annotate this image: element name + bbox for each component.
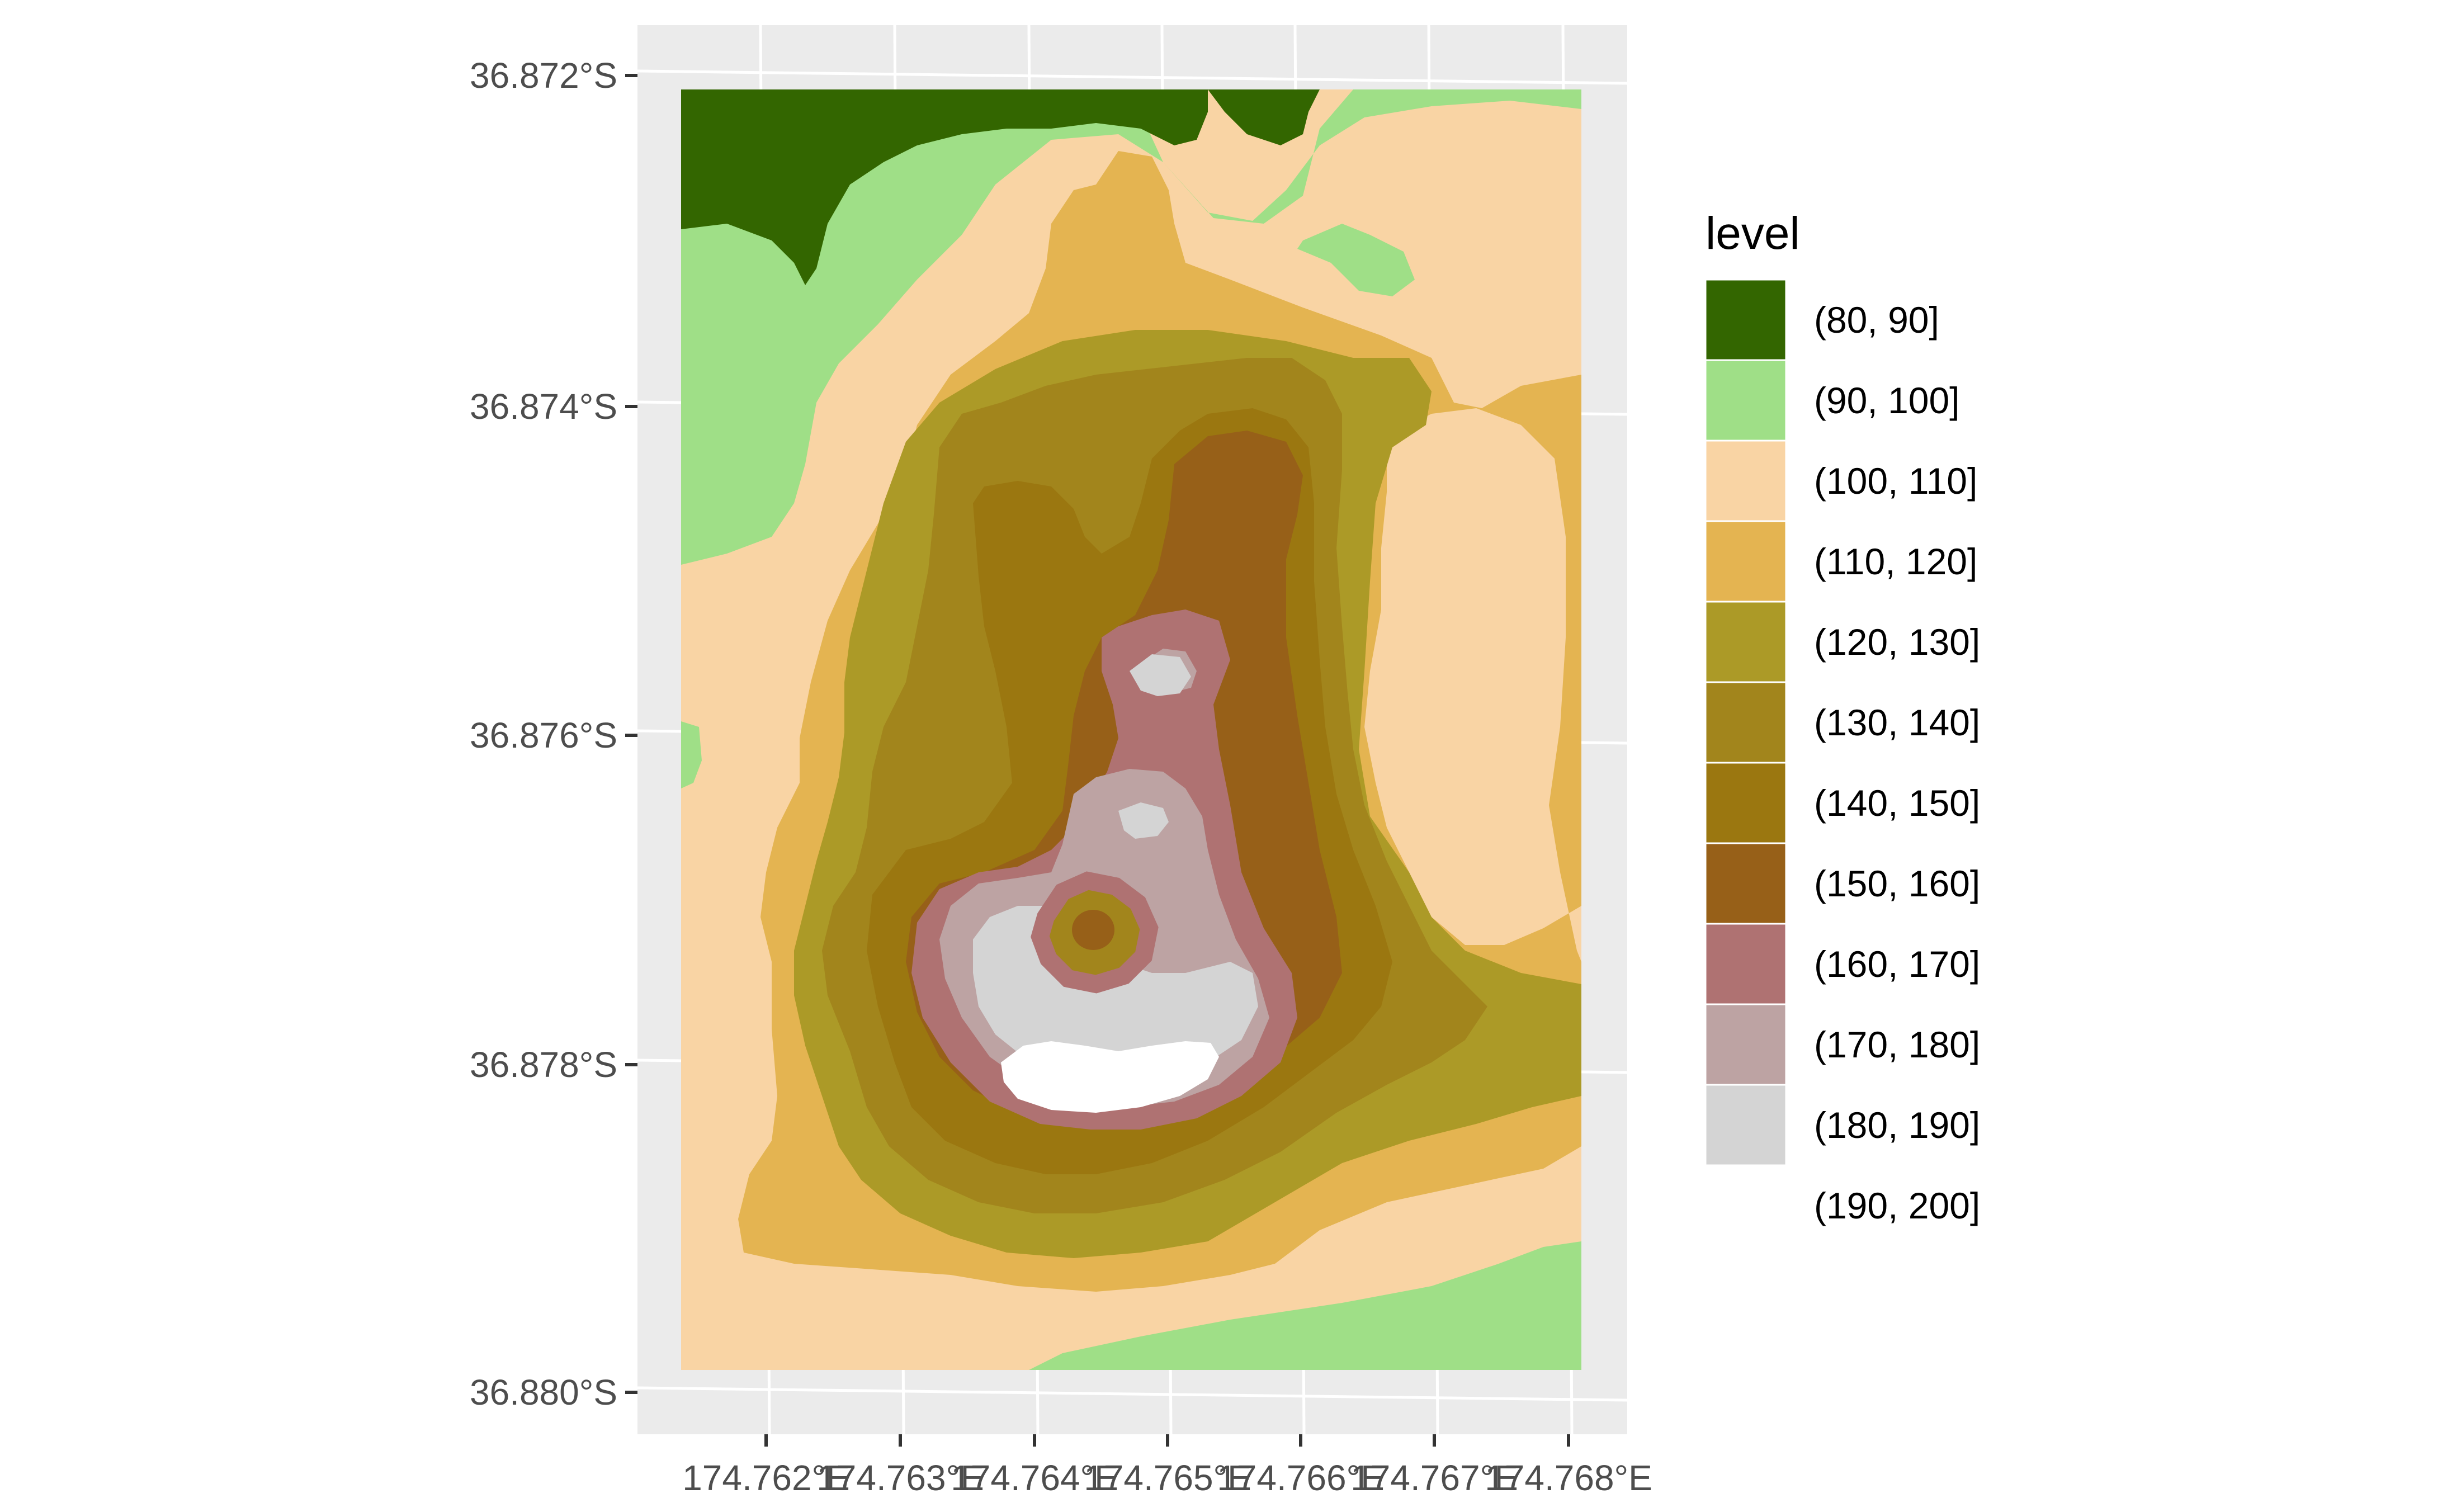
legend-label: (100, 110] [1814,460,1977,502]
legend-label: (190, 200] [1814,1185,1980,1226]
x-tick-label: 174.762°E [682,1458,850,1498]
x-tick-label: 174.767°E [1350,1458,1518,1498]
legend-label: (120, 130] [1814,621,1980,663]
legend-label: (130, 140] [1814,702,1980,743]
band-100-110-east-lobe [1364,408,1581,962]
x-tick-label: 174.766°E [1217,1458,1385,1498]
band-190-200-peak [1001,1041,1219,1113]
band-80-90 [681,89,1320,285]
legend-key [1704,1164,1787,1247]
band-160-170-crater-ring [1031,871,1159,994]
band-180-190 [973,654,1258,1079]
legend-label: (180, 190] [1814,1104,1980,1146]
legend-key [1704,601,1787,683]
legend-key [1704,440,1787,522]
y-tick-label: 36.872°S [470,55,617,96]
x-tick-label: 174.764°E [951,1458,1118,1498]
legend-label: (110, 120] [1814,541,1977,582]
legend-key [1704,520,1787,603]
band-90-100-patch-ne [1297,224,1415,296]
contour-bands [681,89,1581,1370]
legend: level (80, 90] (90, 100] (100, 110] (110, 1… [1704,208,1980,1247]
band-90-100-patch-west [681,721,702,788]
legend-label: (170, 180] [1814,1024,1980,1065]
axis-ticks: 174.762°E174.763°E174.764°E174.765°E174.… [470,55,1652,1498]
legend-label: (90, 100] [1814,380,1960,421]
crater-center [1072,910,1114,950]
gridline-parallel-1 [637,69,1627,85]
legend-title: level [1706,208,1800,259]
y-tick-label: 36.880°S [470,1372,617,1412]
legend-label: (160, 170] [1814,943,1980,985]
y-tick-label: 36.876°S [470,715,617,755]
x-tick-label: 174.763°E [816,1458,984,1498]
legend-key [1704,359,1787,442]
legend-label: (80, 90] [1814,299,1939,341]
gridline-parallel-5 [637,1386,1627,1402]
y-tick-label: 36.878°S [470,1045,617,1085]
legend-label: (140, 150] [1814,782,1980,824]
legend-key [1704,762,1787,844]
legend-key [1704,842,1787,925]
legend-key [1704,1084,1787,1166]
y-tick-label: 36.874°S [470,386,617,427]
x-tick-label: 174.765°E [1084,1458,1251,1498]
legend-key [1704,923,1787,1005]
legend-key [1704,1003,1787,1086]
legend-label: (150, 160] [1814,863,1980,904]
legend-key [1704,278,1787,361]
legend-key [1704,681,1787,764]
band-90-100-northwest [681,89,1581,565]
band-90-100-south [1029,1241,1581,1370]
x-tick-label: 174.768°E [1485,1458,1652,1498]
